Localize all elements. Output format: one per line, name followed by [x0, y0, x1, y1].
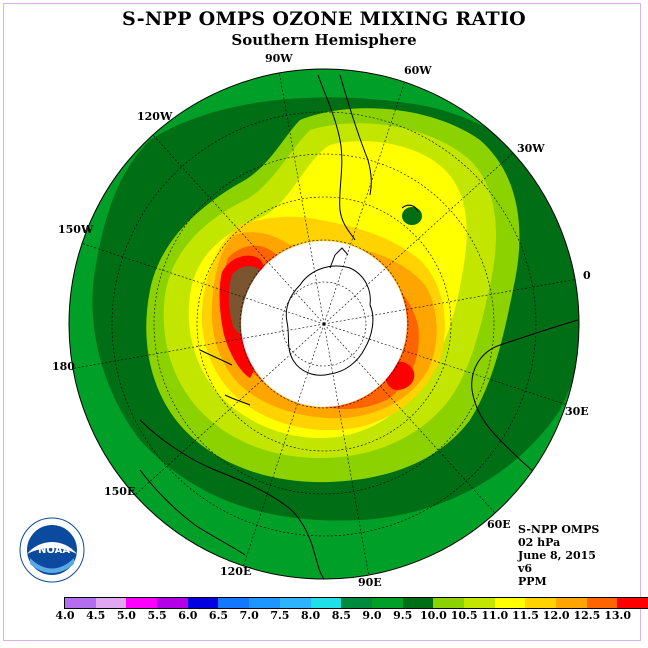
colorbar-tick-label: 4.0 [55, 609, 75, 622]
green-spot [402, 207, 422, 225]
data-info-block: S-NPP OMPS 02 hPa June 8, 2015 v6 PPM [518, 523, 599, 588]
colorbar-tick-label: 8.0 [301, 609, 321, 622]
colorbar-tick-label: 7.5 [270, 609, 290, 622]
info-pressure: 02 hPa [518, 536, 561, 549]
colorbar-swatch [556, 598, 587, 608]
colorbar-swatch [525, 598, 556, 608]
colorbar-swatch [586, 598, 618, 608]
colorbar-tick-label: 10.0 [419, 609, 447, 622]
antarctic-peninsula [329, 247, 349, 269]
colorbar-swatch [617, 598, 648, 608]
lon-label-120e: 120E [220, 565, 251, 578]
colorbar-swatch [494, 598, 526, 608]
lon-label-30w: 30W [517, 142, 545, 155]
falklands-coast [401, 204, 419, 213]
colorbar-tick-label: 10.5 [450, 609, 478, 622]
colorbar-swatch [279, 598, 311, 608]
south-america-coast [317, 74, 372, 241]
colorbar-swatch [433, 598, 464, 608]
colorbar-swatch [341, 598, 372, 608]
map-boundary [68, 68, 580, 580]
graticule [69, 70, 579, 578]
info-date: June 8, 2015 [518, 549, 596, 562]
plot-frame [3, 3, 641, 641]
australia-coast [139, 419, 326, 579]
colorbar-tick-label: 9.5 [393, 609, 413, 622]
lon-label-120w: 120W [137, 110, 173, 123]
colorbar-tick-label: 9.0 [362, 609, 382, 622]
map-title: S-NPP OMPS OZONE MIXING RATIO [121, 8, 527, 30]
colorbar-swatch [218, 598, 250, 608]
colorbar-swatch [249, 598, 280, 608]
colorbar [64, 597, 648, 609]
noaa-logo-text: NOAA [38, 545, 70, 556]
colorbar-tick-label: 12.5 [573, 609, 601, 622]
colorbar-swatch [95, 598, 127, 608]
africa-coast [471, 319, 579, 481]
madagascar-coast [571, 419, 579, 461]
colorbar-swatch [463, 598, 495, 608]
antarctica-coast [285, 265, 374, 376]
colorbar-swatch [157, 598, 188, 608]
colorbar-tick-label: 4.5 [86, 609, 106, 622]
noaa-logo-wave [30, 558, 74, 573]
new-zealand-coast [199, 349, 251, 406]
lon-label-150e: 150E [104, 485, 135, 498]
lon-label-90e: 90E [358, 576, 382, 589]
colorbar-tick-label: 5.0 [116, 609, 136, 622]
lon-label-180: 180 [52, 360, 75, 373]
info-units: PPM [518, 575, 547, 588]
colorbar-tick-label: 7.0 [239, 609, 259, 622]
lon-label-60e: 60E [487, 518, 511, 531]
colorbar-swatch [402, 598, 434, 608]
colorbar-tick-label: 12.0 [542, 609, 570, 622]
colorbar-tick-label: 5.5 [147, 609, 167, 622]
colorbar-tick-label: 6.5 [208, 609, 229, 622]
colorbar-tick-label: 6.0 [178, 609, 198, 622]
colorbar-swatch [187, 598, 219, 608]
lon-label-150w: 150W [58, 223, 94, 236]
info-instrument: S-NPP OMPS [518, 523, 600, 536]
lon-label-30e: 30E [565, 405, 589, 418]
map-subtitle: Southern Hemisphere [231, 31, 417, 49]
longitude-labels: 90W 60W 30W 0 30E 60E 90E 120E 150E 180 … [52, 52, 591, 589]
colorbar-swatch [371, 598, 403, 608]
lon-label-90w: 90W [265, 52, 293, 65]
colorbar-tick-label: 13.0 [604, 609, 631, 622]
lon-label-0: 0 [583, 269, 591, 282]
colorbar-tick-labels: 4.0 4.5 5.0 5.5 6.0 6.5 7.0 7.5 8.0 8.5 9.0 9.5 10.0… [0, 609, 648, 623]
noaa-logo-bird [27, 542, 77, 554]
colorbar-swatch [65, 598, 96, 608]
colorbar-swatch [310, 598, 342, 608]
colorbar-tick-label: 11.5 [512, 609, 539, 622]
coastlines [139, 74, 579, 579]
colorbar-tick-label: 8.5 [331, 609, 351, 622]
noaa-logo: NOAA [19, 517, 85, 583]
colorbar-tick-label: 11.0 [481, 609, 509, 622]
lon-label-60w: 60W [404, 64, 432, 77]
info-version: v6 [518, 562, 533, 575]
noaa-logo-disk [27, 525, 77, 575]
colorbar-swatch [126, 598, 158, 608]
